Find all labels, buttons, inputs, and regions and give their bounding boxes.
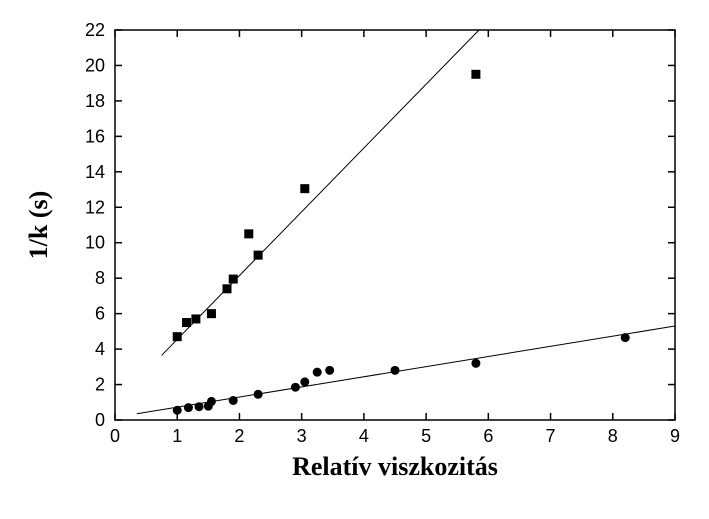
data-point-circle	[229, 396, 238, 405]
data-point-circle	[291, 383, 300, 392]
x-tick-label: 4	[359, 426, 369, 446]
data-point-circle	[621, 333, 630, 342]
y-axis-label: 1/k (s)	[24, 191, 53, 260]
data-point-circle	[195, 402, 204, 411]
y-tick-label: 20	[85, 55, 105, 75]
data-point-square	[191, 314, 200, 323]
x-tick-label: 0	[110, 426, 120, 446]
data-point-square	[244, 229, 253, 238]
y-tick-label: 8	[95, 268, 105, 288]
x-tick-label: 7	[546, 426, 556, 446]
data-point-square	[471, 70, 480, 79]
data-point-square	[182, 318, 191, 327]
y-tick-label: 14	[85, 162, 105, 182]
data-point-circle	[300, 377, 309, 386]
y-tick-label: 16	[85, 126, 105, 146]
y-tick-label: 6	[95, 304, 105, 324]
x-tick-label: 2	[234, 426, 244, 446]
y-tick-label: 12	[85, 197, 105, 217]
data-point-circle	[325, 366, 334, 375]
x-tick-label: 6	[483, 426, 493, 446]
x-tick-label: 8	[608, 426, 618, 446]
data-point-circle	[184, 403, 193, 412]
data-point-square	[229, 275, 238, 284]
y-tick-label: 10	[85, 233, 105, 253]
y-tick-label: 0	[95, 410, 105, 430]
data-point-circle	[391, 366, 400, 375]
data-point-circle	[207, 397, 216, 406]
y-tick-label: 22	[85, 20, 105, 40]
data-point-square	[254, 251, 263, 260]
x-tick-label: 5	[421, 426, 431, 446]
data-point-square	[300, 184, 309, 193]
data-point-circle	[254, 390, 263, 399]
data-point-square	[173, 332, 182, 341]
y-tick-label: 2	[95, 375, 105, 395]
data-point-circle	[173, 406, 182, 415]
x-tick-label: 9	[670, 426, 680, 446]
chart-container: 01234567890246810121416182022Relatív vis…	[0, 0, 709, 519]
x-tick-label: 3	[297, 426, 307, 446]
data-point-circle	[471, 359, 480, 368]
x-tick-label: 1	[172, 426, 182, 446]
y-tick-label: 18	[85, 91, 105, 111]
data-point-square	[223, 284, 232, 293]
y-tick-label: 4	[95, 339, 105, 359]
scatter-chart: 01234567890246810121416182022Relatív vis…	[0, 0, 709, 519]
data-point-circle	[313, 368, 322, 377]
data-point-square	[207, 309, 216, 318]
x-axis-label: Relatív viszkozitás	[292, 452, 498, 481]
